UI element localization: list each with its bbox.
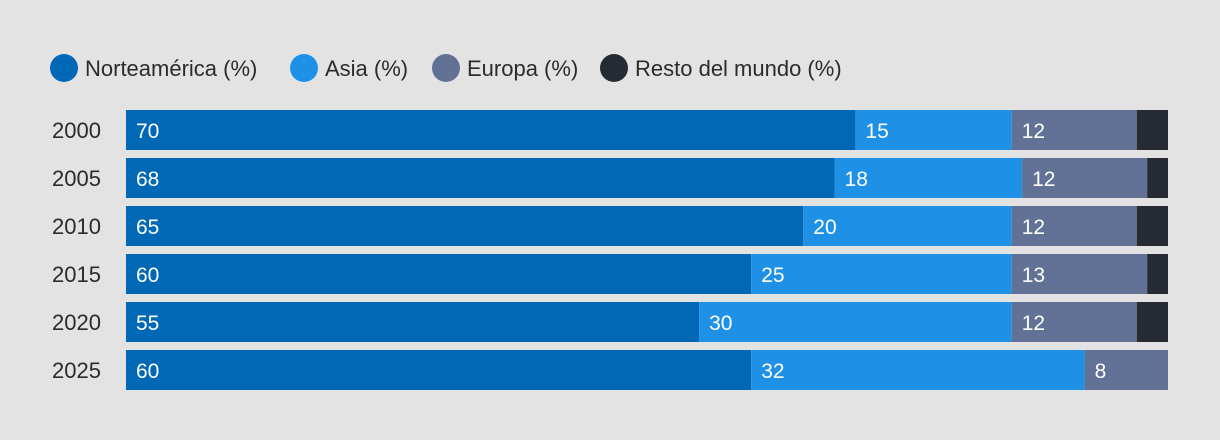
legend-item-asia: Asia (%) [290, 54, 408, 82]
legend-swatch [290, 54, 318, 82]
year-label: 2015 [52, 262, 101, 287]
bar-segment-asia [855, 110, 1012, 150]
data-label: 32 [761, 360, 784, 383]
data-label: 30 [709, 312, 732, 335]
data-label: 60 [136, 360, 159, 383]
year-label: 2005 [52, 166, 101, 191]
bar-segment-europa [1084, 350, 1168, 390]
data-label: 15 [865, 120, 888, 143]
bar-segment-norteamerica [126, 110, 856, 150]
legend-label: Europa (%) [467, 56, 578, 81]
bar-row-2005: 2005 68 18 12 [52, 158, 1168, 198]
year-label: 2020 [52, 310, 101, 335]
bar-segment-europa [1022, 158, 1148, 198]
year-label: 2000 [52, 118, 101, 143]
legend-swatch [432, 54, 460, 82]
data-label: 12 [1022, 120, 1045, 143]
data-label: 12 [1032, 168, 1055, 191]
bar-row-2000: 2000 70 15 12 [52, 110, 1168, 150]
data-label: 68 [136, 168, 159, 191]
bars-area: 2000 70 15 12 2005 68 18 12 2010 65 20 12 2015 60 25 13… [52, 110, 1168, 390]
legend-swatch [50, 54, 78, 82]
bar-segment-europa [1011, 206, 1137, 246]
data-label: 20 [813, 216, 836, 239]
bar-segment-resto-del-mundo [1147, 254, 1168, 294]
legend-swatch [600, 54, 628, 82]
bar-segment-norteamerica [126, 254, 752, 294]
data-label: 65 [136, 216, 159, 239]
year-label: 2025 [52, 358, 101, 383]
bar-segment-europa [1011, 302, 1137, 342]
data-label: 55 [136, 312, 159, 335]
bar-segment-resto-del-mundo [1136, 206, 1168, 246]
legend-item-norteamerica: Norteamérica (%) [50, 54, 257, 82]
data-label: 70 [136, 120, 159, 143]
bar-row-2010: 2010 65 20 12 [52, 206, 1168, 246]
data-label: 13 [1022, 264, 1045, 287]
bar-segment-europa [1011, 254, 1148, 294]
bar-row-2025: 2025 60 32 8 [52, 350, 1168, 390]
legend: Norteamérica (%) Asia (%) Europa (%) Resto … [50, 54, 842, 82]
bar-segment-europa [1011, 110, 1137, 150]
year-label: 2010 [52, 214, 101, 239]
data-label: 8 [1095, 360, 1107, 383]
bar-segment-asia [751, 350, 1085, 390]
legend-label: Resto del mundo (%) [635, 56, 842, 81]
bar-segment-resto-del-mundo [1147, 158, 1168, 198]
bar-row-2015: 2015 60 25 13 [52, 254, 1168, 294]
data-label: 18 [845, 168, 868, 191]
bar-segment-resto-del-mundo [1136, 110, 1168, 150]
legend-label: Asia (%) [325, 56, 408, 81]
bar-segment-asia [803, 206, 1012, 246]
legend-item-europa: Europa (%) [432, 54, 578, 82]
bar-row-2020: 2020 55 30 12 [52, 302, 1168, 342]
bar-segment-norteamerica [126, 158, 835, 198]
bar-segment-resto-del-mundo [1136, 302, 1168, 342]
bar-segment-norteamerica [126, 206, 804, 246]
bar-segment-asia [751, 254, 1012, 294]
data-label: 12 [1022, 216, 1045, 239]
bar-segment-norteamerica [126, 350, 752, 390]
bar-segment-asia [834, 158, 1023, 198]
data-label: 60 [136, 264, 159, 287]
bar-segment-norteamerica [126, 302, 700, 342]
data-label: 25 [761, 264, 784, 287]
bar-segment-asia [699, 302, 1012, 342]
legend-item-resto-del-mundo: Resto del mundo (%) [600, 54, 842, 82]
legend-label: Norteamérica (%) [85, 56, 257, 81]
data-label: 12 [1022, 312, 1045, 335]
